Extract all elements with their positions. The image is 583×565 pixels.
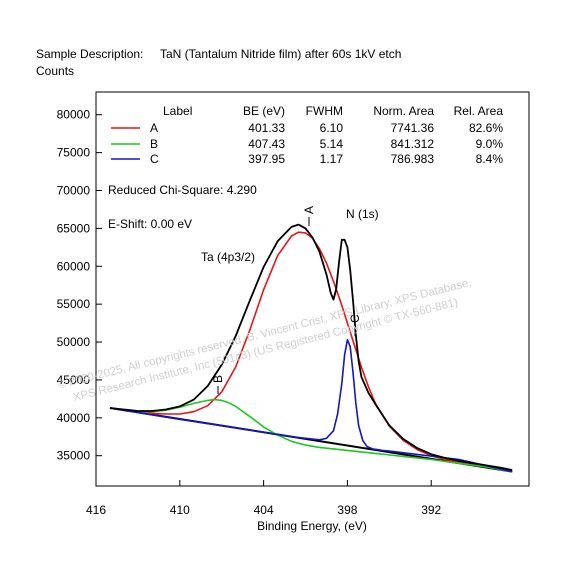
legend-label-a: A bbox=[150, 121, 158, 135]
y-tick-label: 40000 bbox=[57, 411, 91, 425]
legend-norm-area-b: 841.312 bbox=[391, 137, 435, 151]
e-shift: E-Shift: 0.00 eV bbox=[108, 217, 192, 231]
legend-norm-area-a: 7741.36 bbox=[391, 121, 435, 135]
legend-header-norm-area: Norm. Area bbox=[373, 104, 434, 118]
legend-rel-area-a: 82.6% bbox=[469, 121, 503, 135]
copyright-watermark: © 2020-2025, All copyrights reserved, B.… bbox=[56, 277, 472, 405]
legend-header-label: Label bbox=[163, 104, 192, 118]
x-tick-label: 398 bbox=[337, 503, 357, 517]
y-tick-label: 75000 bbox=[57, 146, 91, 160]
series-c-line bbox=[109, 339, 513, 473]
legend-header-be: BE (eV) bbox=[243, 104, 285, 118]
annotation-n1s: N (1s) bbox=[346, 207, 379, 221]
x-tick-label: 416 bbox=[86, 503, 106, 517]
x-tick-label: 404 bbox=[254, 503, 274, 517]
sample-description-label: Sample Description: bbox=[36, 47, 143, 61]
y-tick-label: 80000 bbox=[57, 108, 91, 122]
reduced-chi-square: Reduced Chi-Square: 4.290 bbox=[108, 183, 257, 197]
sample-description: TaN (Tantalum Nitride film) after 60s 1k… bbox=[160, 47, 401, 61]
series-layer bbox=[109, 223, 513, 473]
legend-rel-area-b: 9.0% bbox=[476, 137, 504, 151]
y-tick-label: 35000 bbox=[57, 449, 91, 463]
y-tick-label: 55000 bbox=[57, 297, 91, 311]
legend-be-b: 407.43 bbox=[248, 137, 285, 151]
legend-fwhm-a: 6.10 bbox=[320, 121, 344, 135]
plot-frame bbox=[95, 91, 530, 487]
x-tick-label: 410 bbox=[170, 503, 190, 517]
y-tick-label: 70000 bbox=[57, 184, 91, 198]
legend-header-fwhm: FWHM bbox=[306, 104, 343, 118]
peak-label-c: C bbox=[348, 314, 362, 323]
legend-be-a: 401.33 bbox=[248, 121, 285, 135]
y-tick-label: 45000 bbox=[57, 373, 91, 387]
series-envelope-line bbox=[109, 223, 513, 471]
watermark-line-2: XPS Research Institute, Inc (501c3) (US … bbox=[72, 297, 460, 405]
axis-ticks: 35000 40000 45000 50000 55000 60000 65000 70000… bbox=[57, 108, 442, 517]
legend-rel-area-c: 8.4% bbox=[476, 152, 504, 166]
legend-label-b: B bbox=[150, 137, 158, 151]
y-axis-label: Counts bbox=[36, 64, 74, 78]
legend-norm-area-c: 786.983 bbox=[391, 152, 435, 166]
legend-fwhm-b: 5.14 bbox=[320, 137, 344, 151]
legend-header-rel-area: Rel. Area bbox=[454, 104, 504, 118]
peak-label-b: B bbox=[211, 375, 225, 383]
y-tick-label: 50000 bbox=[57, 335, 91, 349]
legend-be-c: 397.95 bbox=[248, 152, 285, 166]
x-axis-label: Binding Energy, (eV) bbox=[257, 519, 367, 533]
watermark-line-1: © 2020-2025, All copyrights reserved, B.… bbox=[56, 277, 472, 392]
legend-label-c: C bbox=[150, 152, 159, 166]
y-tick-label: 60000 bbox=[57, 259, 91, 273]
legend: Label BE (eV) FWHM Norm. Area Rel. Area … bbox=[111, 104, 503, 166]
x-tick-label: 392 bbox=[421, 503, 441, 517]
y-tick-label: 65000 bbox=[57, 221, 91, 235]
legend-fwhm-c: 1.17 bbox=[320, 152, 344, 166]
peak-label-a: A bbox=[302, 206, 316, 214]
annotation-ta-4p: Ta (4p3/2) bbox=[201, 250, 255, 264]
